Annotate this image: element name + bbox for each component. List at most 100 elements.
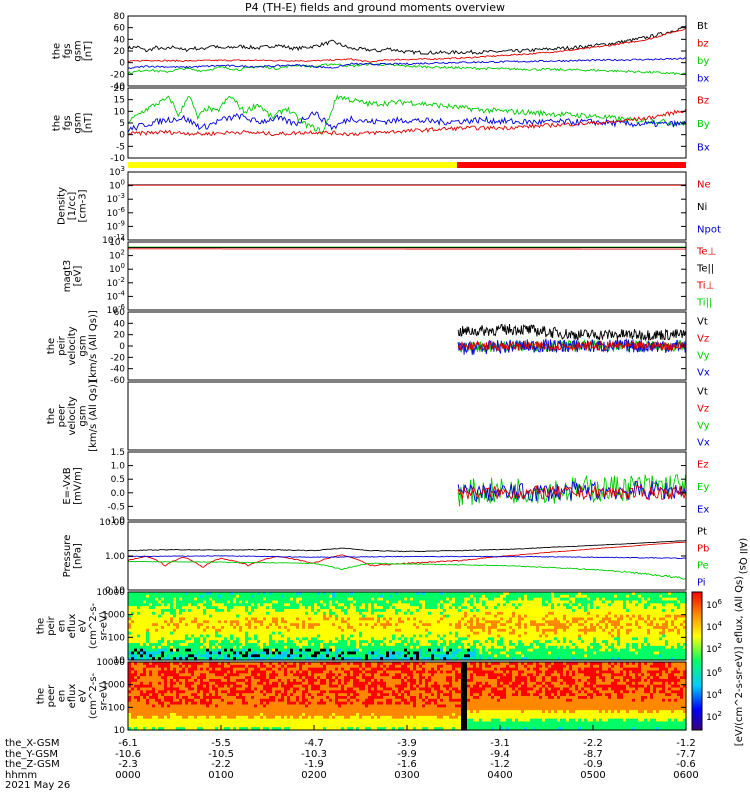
panel-e_vxb: 1.5 1.0 0.5 0.0 -0.5 -1.0 E=-VxB [mV/m] Ez Ey Ex xyxy=(62,448,710,526)
y-tick-label: 102 xyxy=(109,249,125,262)
panel-frame xyxy=(127,381,687,451)
legend-Pe: Pe xyxy=(697,561,709,572)
svg-text:en: en xyxy=(57,620,68,633)
x-axis-value: -9.4 xyxy=(490,748,510,760)
y-tick-label: 100 xyxy=(109,179,125,192)
x-axis-value: 0100 xyxy=(208,769,234,781)
x-axis-row: the_X-GSM xyxy=(5,738,60,750)
x-axis-value: -8.7 xyxy=(583,748,603,760)
series-by xyxy=(127,62,687,76)
y-tick-label: 60 xyxy=(114,24,126,34)
y-tick-label: 104 xyxy=(109,235,125,248)
series-bz xyxy=(127,28,687,63)
x-axis-value: -10.5 xyxy=(208,748,234,760)
colorbar-tick: 106 xyxy=(706,598,722,611)
svg-text:peir: peir xyxy=(57,335,68,355)
legend-Vy: Vy xyxy=(697,351,710,362)
svg-text:the: the xyxy=(51,43,62,59)
series-Bt xyxy=(127,25,687,56)
svg-text:the: the xyxy=(46,408,57,424)
legend-Vz: Vz xyxy=(697,404,709,415)
legend-Ey: Ey xyxy=(697,482,709,493)
svg-text:eV: eV xyxy=(78,619,89,632)
y-axis-label: the peer en eflux eV (cm^2-s-sr-eV) xyxy=(36,672,110,719)
x-axis-row-label: the_X-GSM xyxy=(5,738,60,749)
pressure-right-label: (All Qs) xyxy=(737,538,748,575)
x-axis-value: 0000 xyxy=(115,769,141,781)
y-tick-label: -10 xyxy=(110,154,125,164)
svg-text:[1/cc]: [1/cc] xyxy=(67,192,78,221)
y-tick-label: -20 xyxy=(110,70,125,80)
legend-Vt: Vt xyxy=(697,317,708,328)
panel-peer_eflux: 10000 1000 100 10 the peer en eflux eV (cm^2-s-sr… xyxy=(36,658,687,736)
x-axis-value: -1.6 xyxy=(397,759,417,770)
svg-text:[km/s (All Qs)]: [km/s (All Qs)] xyxy=(88,310,99,382)
legend-Bx: Bx xyxy=(697,142,710,153)
x-axis-row: hhmm xyxy=(5,769,38,782)
svg-text:the: the xyxy=(51,115,62,131)
legend-Ne: Ne xyxy=(697,179,711,190)
y-tick-label: 20 xyxy=(114,84,126,94)
colorbar-tick: 104 xyxy=(706,620,722,633)
series-Vz xyxy=(457,339,687,352)
legend-Ti⊥: Ti⊥ xyxy=(696,281,714,292)
x-axis-value: -1.2 xyxy=(676,738,696,749)
x-axis-value: 0600 xyxy=(673,769,699,781)
y-tick-label: 10-12 xyxy=(102,233,125,246)
x-axis-value: -2.2 xyxy=(583,738,603,749)
legend-bz: bz xyxy=(697,38,709,49)
y-tick-label: -1.0 xyxy=(107,516,125,526)
legend-By: By xyxy=(697,119,710,130)
y-tick-label: -0.5 xyxy=(107,502,125,512)
y-tick-label: 15 xyxy=(114,96,125,106)
colorbar-label: [eV/(cm^2-s-sr-eV)] eflux, (All Qs) xyxy=(734,576,745,746)
y-tick-label: 0 xyxy=(119,342,125,352)
panel-peer_velocity: the peer velocity gsm [km/s (All Qs)] Vt Vz Vy V… xyxy=(46,380,710,452)
x-axis-value: -4.7 xyxy=(304,738,324,749)
y-tick-label: 5 xyxy=(119,119,125,129)
y-tick-label: 10 xyxy=(114,656,126,666)
y-axis-label: the peir velocity gsm [km/s (All Qs)] xyxy=(46,310,99,382)
legend-Ni: Ni xyxy=(697,202,707,213)
y-tick-label: 0 xyxy=(119,131,125,141)
svg-text:fgs: fgs xyxy=(62,115,73,130)
y-axis-label: the peer velocity gsm [km/s (All Qs)] xyxy=(46,380,99,452)
svg-text:sr-eV): sr-eV) xyxy=(99,611,110,640)
x-axis-row-label: hhmm xyxy=(5,769,38,781)
colorbar-tick: 102 xyxy=(706,642,722,655)
y-tick-label: 20 xyxy=(114,47,126,57)
x-axis-value: -9.9 xyxy=(397,748,417,760)
series-Pi xyxy=(127,555,687,559)
y-tick-label: 80 xyxy=(114,12,126,22)
x-axis-row-label: the_Y-GSM xyxy=(5,748,59,760)
panel-frame xyxy=(127,591,687,661)
svg-text:the: the xyxy=(36,618,47,634)
y-tick-label: -20 xyxy=(110,353,125,363)
svg-text:(cm^2-s-: (cm^2-s- xyxy=(88,602,99,649)
y-tick-label: 1.00 xyxy=(105,552,125,562)
legend-Ez: Ez xyxy=(697,459,709,470)
y-tick-label: 10-9 xyxy=(107,219,125,232)
legend-Npot: Npot xyxy=(697,225,721,236)
y-tick-label: -60 xyxy=(110,376,125,386)
x-axis-value: -3.9 xyxy=(397,738,417,749)
legend-Vx: Vx xyxy=(697,438,710,449)
legend-Bt: Bt xyxy=(697,21,708,32)
y-tick-label: 1000 xyxy=(102,681,125,691)
x-axis-value: 0300 xyxy=(394,769,420,781)
svg-text:E=-VxB: E=-VxB xyxy=(62,467,73,504)
panel-frame xyxy=(127,451,687,521)
series-bx xyxy=(127,57,687,70)
y-tick-label: -40 xyxy=(110,365,125,375)
y-tick-label: 1.5 xyxy=(111,448,125,458)
mode-bar-fast xyxy=(457,162,686,168)
svg-text:[mV/m]: [mV/m] xyxy=(72,467,83,505)
panel-frame xyxy=(127,171,687,241)
legend-Vy: Vy xyxy=(697,421,710,432)
y-tick-label: 10000 xyxy=(96,588,125,598)
x-axis-value: -1.2 xyxy=(490,759,510,770)
y-axis-label: E=-VxB [mV/m] xyxy=(62,467,84,505)
